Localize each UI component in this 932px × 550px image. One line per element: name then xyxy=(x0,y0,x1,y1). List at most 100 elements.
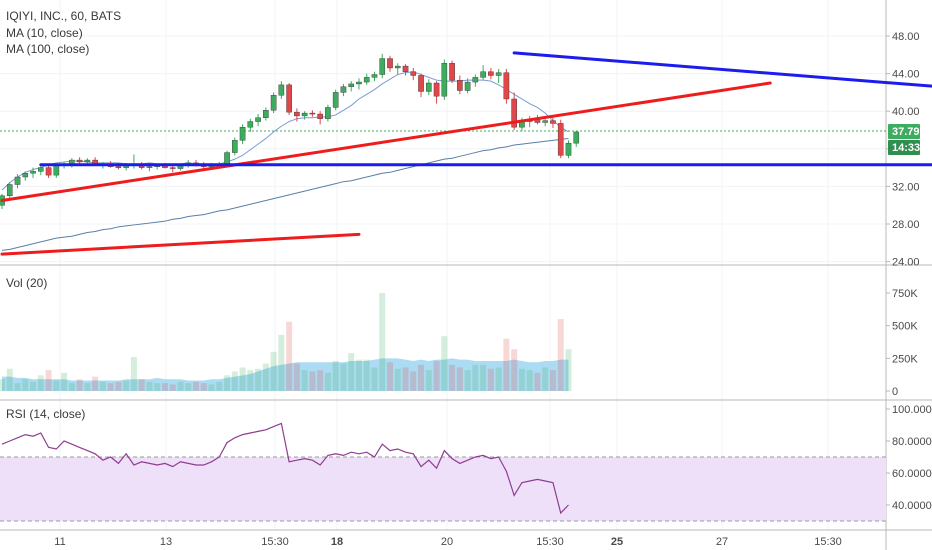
volume-bar-41 xyxy=(317,370,324,391)
volume-axis[interactable]: 750K 500K 250K 0 xyxy=(886,288,918,398)
time-tick-label-2: 15:30 xyxy=(261,536,289,548)
trendline-0 xyxy=(0,81,772,202)
candle-body-15 xyxy=(115,166,122,168)
candle-body-43 xyxy=(332,92,339,108)
volume-bar-57 xyxy=(441,336,448,391)
volume-bar-60 xyxy=(464,370,471,391)
volume-bar-4 xyxy=(30,381,37,391)
volume-bars xyxy=(0,293,572,391)
volume-bar-23 xyxy=(177,381,184,391)
candle-body-51 xyxy=(394,65,401,69)
vol-tick-label-2: 250K xyxy=(892,353,918,365)
volume-bar-32 xyxy=(247,370,254,391)
rsi-band-fill xyxy=(0,457,886,521)
candle-body-63 xyxy=(488,71,494,76)
volume-bar-24 xyxy=(185,383,192,391)
volume-bar-33 xyxy=(255,368,262,391)
volume-bar-64 xyxy=(495,367,502,391)
countdown-tag-text: 14:33 xyxy=(892,142,920,154)
volume-bar-70 xyxy=(542,367,549,391)
volume-bar-62 xyxy=(480,364,487,391)
candle-body-9 xyxy=(69,159,75,165)
volume-bar-59 xyxy=(456,367,463,391)
time-axis[interactable]: 11 13 15:30 18 20 15:30 25 27 15:30 xyxy=(54,536,841,548)
candle-body-37 xyxy=(286,84,292,113)
chart-title[interactable]: IQIYI, INC., 60, BATS xyxy=(6,9,121,23)
candle-body-64 xyxy=(495,72,502,76)
last-price-tag-text: 37.79 xyxy=(892,126,920,138)
candle-body-4 xyxy=(30,171,36,174)
volume-bar-56 xyxy=(433,360,440,391)
candle-body-1 xyxy=(6,184,13,197)
rsi-tick-label-2: 60.0000 xyxy=(892,468,932,480)
candle-body-30 xyxy=(231,140,238,153)
volume-bar-63 xyxy=(487,368,494,391)
candle-body-2 xyxy=(14,176,21,185)
price-tick-label-6: 24.00 xyxy=(892,257,920,269)
candle-body-72 xyxy=(557,123,564,156)
candle-body-7 xyxy=(53,165,60,176)
candle-body-19 xyxy=(146,166,153,168)
price-tick-label-5: 28.00 xyxy=(892,219,920,231)
volume-bar-65 xyxy=(503,338,510,391)
volume-legend[interactable]: Vol (20) xyxy=(6,276,47,290)
time-tick-label-8: 15:30 xyxy=(814,536,842,548)
candle-body-40 xyxy=(309,112,316,115)
volume-bar-6 xyxy=(45,370,52,391)
volume-bar-46 xyxy=(355,359,362,391)
rsi-legend[interactable]: RSI (14, close) xyxy=(6,407,85,421)
rsi-line xyxy=(1,422,569,515)
time-tick-label-0: 11 xyxy=(54,536,65,548)
candle-body-59 xyxy=(457,79,463,91)
volume-bar-9 xyxy=(68,383,75,391)
trendlines[interactable] xyxy=(0,51,932,256)
candle-body-33 xyxy=(255,117,261,122)
time-tick-label-5: 15:30 xyxy=(536,536,564,548)
candle-body-50 xyxy=(387,58,393,69)
candle-body-62 xyxy=(480,71,486,78)
volume-bar-43 xyxy=(332,360,339,391)
ma10-legend[interactable]: MA (10, close) xyxy=(6,26,83,40)
volume-bar-7 xyxy=(53,380,60,391)
candle-body-57 xyxy=(441,63,448,97)
candle-body-29 xyxy=(224,152,230,165)
time-tick-label-6: 25 xyxy=(611,536,623,548)
candle-body-70 xyxy=(542,120,548,123)
ma100-legend[interactable]: MA (100, close) xyxy=(6,42,89,56)
volume-bar-37 xyxy=(286,321,293,391)
candle-body-3 xyxy=(22,173,29,178)
candle-body-54 xyxy=(418,75,424,92)
candle-body-61 xyxy=(472,77,479,83)
volume-bar-72 xyxy=(557,319,564,391)
volume-bar-48 xyxy=(371,367,378,391)
rsi-band xyxy=(0,456,886,522)
volume-bar-30 xyxy=(231,371,238,391)
last-price-tag: 37.79 xyxy=(888,124,920,139)
candle-body-11 xyxy=(84,159,91,163)
candle-body-55 xyxy=(426,82,432,92)
volume-bar-47 xyxy=(363,359,370,391)
candle-body-31 xyxy=(239,126,246,141)
candle-body-35 xyxy=(270,95,277,111)
volume-bar-34 xyxy=(262,363,269,391)
candle-body-58 xyxy=(449,63,455,81)
candle-body-48 xyxy=(371,74,378,78)
vol-tick-label-3: 0 xyxy=(892,386,898,398)
candle-body-6 xyxy=(45,167,52,176)
volume-bar-16 xyxy=(123,380,130,391)
candle-body-32 xyxy=(247,121,254,128)
volume-bar-58 xyxy=(449,364,456,391)
volume-bar-71 xyxy=(549,370,556,391)
candle-body-10 xyxy=(76,159,83,163)
volume-bar-15 xyxy=(115,381,122,391)
volume-bar-31 xyxy=(239,367,246,391)
volume-bar-10 xyxy=(76,379,83,391)
volume-bar-66 xyxy=(511,349,518,391)
volume-bar-25 xyxy=(193,381,199,391)
rsi-axis[interactable]: 100.0000 80.0000 60.0000 40.0000 xyxy=(886,404,932,512)
candle-body-22 xyxy=(169,167,176,169)
price-tick-label-4: 32.00 xyxy=(892,181,920,193)
ma100-path xyxy=(1,137,569,251)
